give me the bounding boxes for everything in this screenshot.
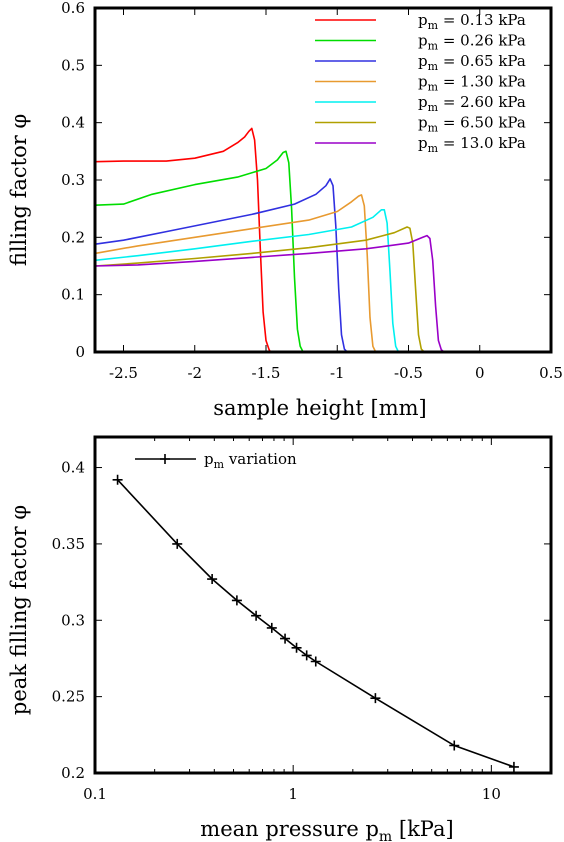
x-tick-label: 0.1 bbox=[83, 785, 107, 803]
y-tick-label: 0.1 bbox=[61, 286, 85, 304]
legend-entry-4: pm = 2.60 kPa bbox=[418, 93, 526, 114]
series-line-2 bbox=[94, 178, 348, 353]
bottom-x-axis-label: mean pressure pm [kPa] bbox=[200, 817, 453, 842]
data-point bbox=[112, 474, 123, 485]
y-tick-label: 0 bbox=[75, 343, 85, 361]
x-tick-label: 1 bbox=[288, 785, 298, 803]
data-point bbox=[310, 656, 321, 667]
x-tick-label: 0 bbox=[475, 364, 485, 382]
data-point bbox=[370, 693, 381, 704]
y-tick-label: 0.5 bbox=[61, 56, 85, 74]
legend-entry: pm variation bbox=[204, 450, 297, 471]
data-point bbox=[207, 574, 218, 585]
data-point bbox=[251, 610, 262, 621]
top-x-axis-label: sample height [mm] bbox=[213, 396, 426, 420]
x-tick-label: 10 bbox=[482, 785, 501, 803]
x-tick-label: -1.5 bbox=[252, 364, 281, 382]
bottom-plot-frame bbox=[93, 435, 553, 775]
series-line-1 bbox=[94, 150, 304, 353]
series-line-4 bbox=[94, 209, 400, 353]
bottom-y-axis-label: peak filling factor φ bbox=[7, 505, 31, 715]
y-tick-label: 0.4 bbox=[61, 114, 85, 132]
data-point bbox=[301, 650, 312, 661]
data-point bbox=[231, 595, 242, 606]
y-tick-label: 0.2 bbox=[61, 228, 85, 246]
filling-factor-chart: sample height [mm] filling factor φ -2.5… bbox=[7, 0, 563, 420]
legend-entry-6: pm = 13.0 kPa bbox=[418, 134, 526, 155]
y-tick-label: 0.35 bbox=[52, 535, 85, 553]
data-point bbox=[291, 642, 302, 653]
peak-filling-factor-chart: mean pressure pm [kPa] peak filling fact… bbox=[7, 435, 553, 842]
data-point bbox=[508, 761, 519, 772]
x-tick-label: -2 bbox=[187, 364, 202, 382]
x-tick-label: -0.5 bbox=[394, 364, 423, 382]
legend-entry-3: pm = 1.30 kPa bbox=[418, 73, 526, 94]
data-point bbox=[172, 538, 183, 549]
legend-entry-0: pm = 0.13 kPa bbox=[418, 11, 526, 32]
y-tick-label: 0.3 bbox=[61, 611, 85, 629]
y-tick-label: 0.4 bbox=[61, 459, 85, 477]
x-tick-label: -1 bbox=[330, 364, 345, 382]
series-line-6 bbox=[94, 234, 445, 353]
legend-entry-2: pm = 0.65 kPa bbox=[418, 52, 526, 73]
y-tick-label: 0.2 bbox=[61, 764, 85, 782]
series-line-3 bbox=[94, 194, 377, 353]
data-point bbox=[280, 633, 291, 644]
data-point bbox=[266, 622, 277, 633]
y-tick-label: 0.3 bbox=[61, 171, 85, 189]
legend-marker bbox=[160, 454, 170, 464]
x-tick-label: -2.5 bbox=[109, 364, 138, 382]
data-point bbox=[449, 740, 460, 751]
legend-entry-1: pm = 0.26 kPa bbox=[418, 32, 526, 53]
top-y-axis-label: filling factor φ bbox=[7, 114, 31, 266]
series-line-pm-variation bbox=[117, 479, 515, 768]
series-line-5 bbox=[94, 226, 425, 353]
series-line-0 bbox=[94, 127, 272, 353]
y-tick-label: 0.25 bbox=[52, 688, 85, 706]
x-tick-label: 0.5 bbox=[539, 364, 563, 382]
y-tick-label: 0.6 bbox=[61, 0, 85, 17]
legend-entry-5: pm = 6.50 kPa bbox=[418, 114, 526, 135]
